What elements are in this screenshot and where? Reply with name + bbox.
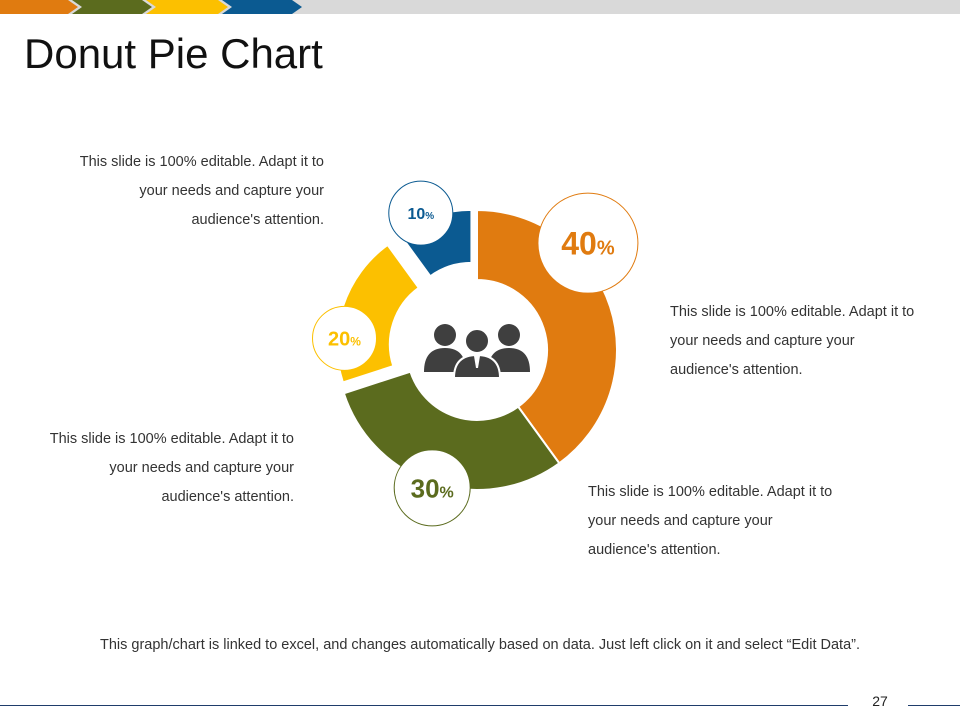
badge-circle-blue: [388, 180, 454, 246]
donut-slice-green: [342, 370, 561, 491]
badge-label-orange: 40%: [561, 226, 615, 262]
percentage-badges: 40% 30% 20% 10%: [312, 180, 639, 527]
badge-blue: 10%: [388, 180, 454, 246]
top-color-bar: [0, 0, 960, 14]
note-bottom-left: This slide is 100% editable. Adapt it to…: [49, 431, 294, 505]
page-number: 27: [872, 693, 888, 709]
note-top-left: This slide is 100% editable. Adapt it to…: [79, 154, 324, 228]
note-right: This slide is 100% editable. Adapt it to…: [670, 304, 915, 378]
top-bar-segment-yellow: [146, 0, 228, 14]
badge-circle-orange: [537, 192, 639, 294]
footer-note: This graph/chart is linked to excel, and…: [99, 637, 861, 653]
badge-circle-yellow: [312, 305, 378, 371]
footer-divider-right: [908, 705, 960, 706]
page-title: Donut Pie Chart: [24, 30, 323, 77]
footer-divider-left: [0, 705, 848, 706]
badge-circle-green: [393, 449, 471, 527]
badge-label-blue: 10%: [407, 206, 434, 223]
badge-yellow: 20%: [312, 305, 378, 371]
badge-green: 30%: [393, 449, 471, 527]
badge-orange: 40%: [537, 192, 639, 294]
note-bottom-right: This slide is 100% editable. Adapt it to…: [588, 484, 833, 558]
top-bar-segment-green: [72, 0, 152, 14]
people-group-icon: [424, 324, 530, 379]
top-bar-segment-blue: [222, 0, 302, 14]
badge-label-green: 30%: [411, 473, 454, 503]
top-bar-segment-orange: [0, 0, 78, 14]
badge-label-yellow: 20%: [328, 329, 361, 351]
